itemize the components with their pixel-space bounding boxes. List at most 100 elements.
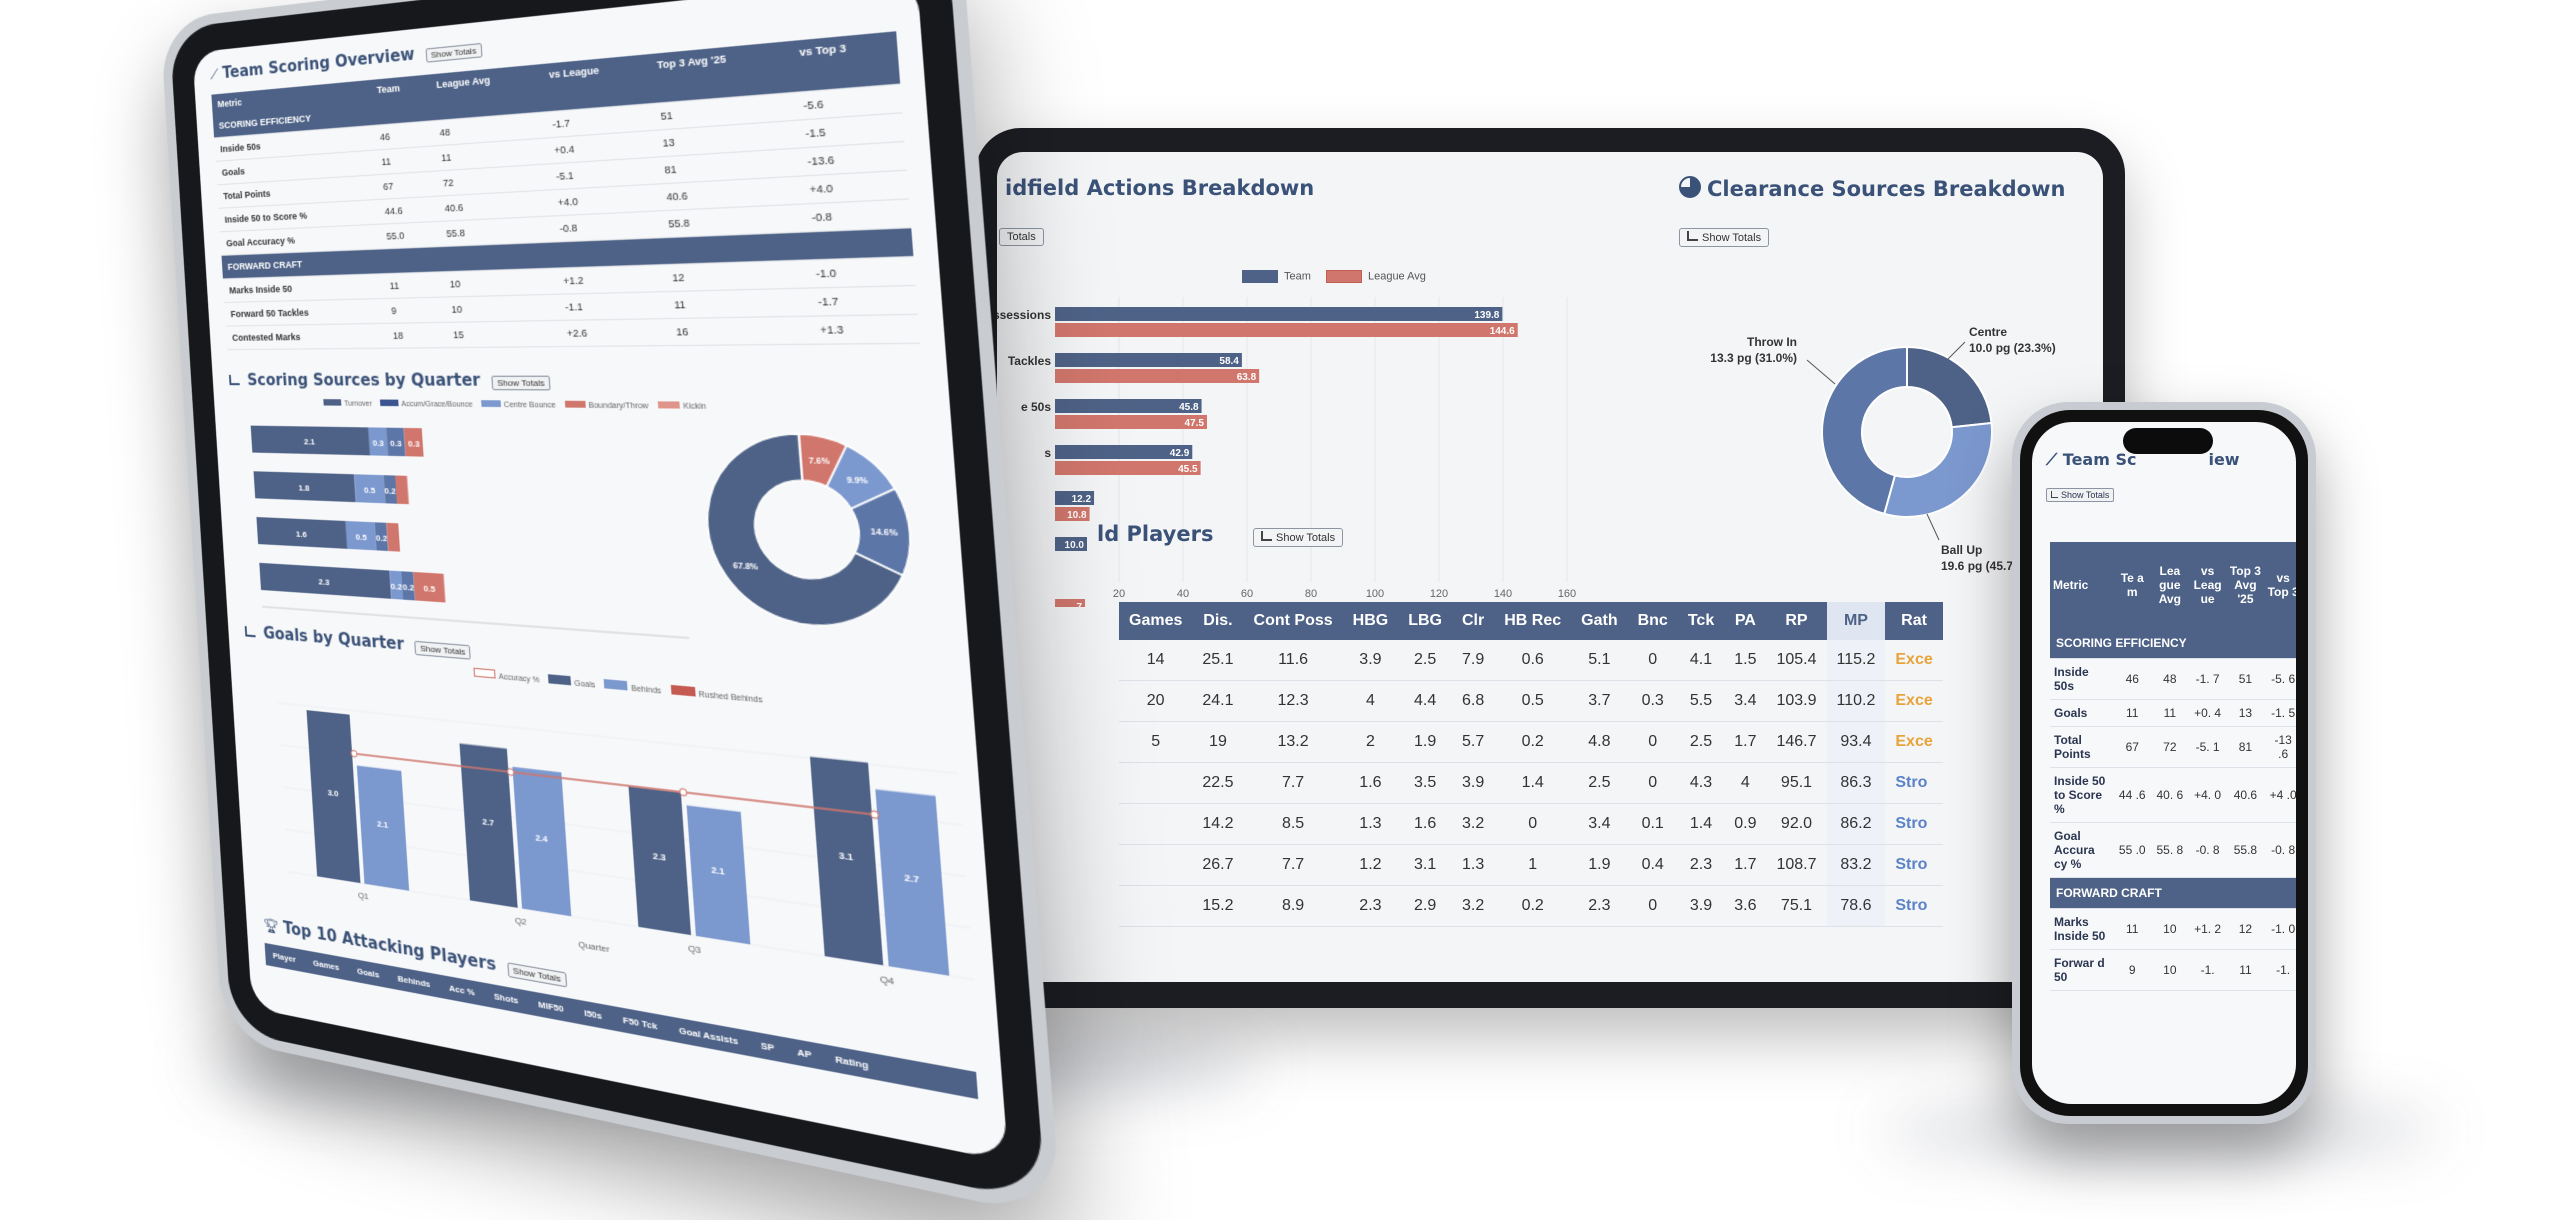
table-row[interactable]: 26.7 7.7 1.2 3.1 1.3 1 1.9 0.4 2.3 1.7 108.7 83.2 St… xyxy=(1119,845,1943,886)
tablet-content: ⟋ Team Scoring Overview Show Totals Metr… xyxy=(192,0,1005,1122)
pie-label-value: 13.3 pg (31.0%) xyxy=(1710,351,1797,365)
tablet-top10-show-totals-button[interactable]: Show Totals xyxy=(507,962,567,987)
table-cell: 1.6 xyxy=(1343,763,1399,804)
table-cell: 12 xyxy=(664,260,809,292)
table-cell: 55 .0 xyxy=(2114,823,2151,878)
table-cell: 9 xyxy=(384,297,446,323)
table-cell: +4. 0 xyxy=(2189,768,2227,823)
column-header[interactable]: vs Top 3 xyxy=(2264,542,2296,628)
show-totals-label: Show Totals xyxy=(2061,490,2109,500)
column-header[interactable]: Goals xyxy=(357,966,380,980)
tablet-scoring-title: Team Scoring Overview xyxy=(222,44,415,82)
table-cell: 146.7 xyxy=(1766,722,1826,763)
legend-swatch xyxy=(481,400,501,407)
table-cell: 4.3 xyxy=(1678,763,1724,804)
segment-label: 0.2 xyxy=(384,486,396,497)
tablet-scoring-table: Metric Team League Avg vs League Top 3 Avg '… xyxy=(211,31,920,350)
phone-show-totals-button[interactable]: Show Totals xyxy=(2046,488,2114,502)
column-header[interactable]: MIF50 xyxy=(538,999,564,1014)
table-cell: 1.3 xyxy=(1452,845,1494,886)
clearance-show-totals-button[interactable]: Show Totals xyxy=(1679,228,1769,247)
column-header[interactable]: F50 Tck xyxy=(623,1015,658,1032)
x-tick-label: 120 xyxy=(1430,588,1448,600)
table-cell: Forwar d 50 xyxy=(2050,950,2114,991)
table-row[interactable]: 15.2 8.9 2.3 2.9 3.2 0.2 2.3 0 3.9 3.6 75.1 78.6 Str… xyxy=(1119,886,1943,927)
column-header[interactable]: SP xyxy=(760,1040,774,1054)
table-cell: 2.9 xyxy=(1398,886,1452,927)
table-cell: +1.2 xyxy=(556,265,666,295)
column-header[interactable]: Behinds xyxy=(397,973,430,989)
column-header[interactable]: Acc % xyxy=(449,983,475,998)
players-show-totals-button[interactable]: Show Totals xyxy=(1253,528,1343,547)
column-header[interactable]: vs Leag ue xyxy=(2189,542,2227,628)
table-cell: 44.6 xyxy=(378,196,439,224)
table-row: Goal Accura cy % 55 .0 55. 8 -0. 8 55.8 -0. 8 xyxy=(2050,823,2296,878)
table-row[interactable]: 20 24.1 12.3 4 4.4 6.8 0.5 3.7 0.3 5.5 3.4 103.9 110… xyxy=(1119,681,1943,722)
line-chart-icon: ⟋ xyxy=(210,66,219,82)
table-cell: 0.1 xyxy=(1628,804,1678,845)
slice-label: 67.8% xyxy=(733,561,759,571)
x-tick-label: Q3 xyxy=(688,942,702,956)
tablet-show-totals-button[interactable]: Show Totals xyxy=(425,43,482,63)
tablet-sources-show-totals-button[interactable]: Show Totals xyxy=(491,376,550,391)
table-cell: 8.9 xyxy=(1244,886,1343,927)
legend-league-swatch xyxy=(1326,270,1362,283)
table-cell: -0. 8 xyxy=(2264,823,2296,878)
column-header[interactable]: HBG xyxy=(1343,602,1399,640)
column-header[interactable]: Rat xyxy=(1885,602,1942,640)
table-cell: 13.2 xyxy=(1244,722,1343,763)
column-header[interactable]: PA xyxy=(1724,602,1766,640)
table-cell: -1. 7 xyxy=(2189,659,2227,700)
table-cell: -1.7 xyxy=(809,285,918,316)
table-cell: Total Points xyxy=(2050,727,2114,768)
column-header[interactable]: Metric xyxy=(2050,542,2114,628)
column-header[interactable]: Clr xyxy=(1452,602,1494,640)
table-cell: Stro xyxy=(1885,804,1942,845)
column-header[interactable]: Player xyxy=(273,951,296,965)
legend-swatch xyxy=(323,399,341,406)
table-row[interactable]: 5 19 13.2 2 1.9 5.7 0.2 4.8 0 2.5 1.7 146.7 93.4 Exce xyxy=(1119,722,1943,763)
legend-label: Kickin xyxy=(683,403,706,411)
table-cell: 3.7 xyxy=(1571,681,1627,722)
column-header[interactable]: MP xyxy=(1827,602,1886,640)
table-cell: 1.4 xyxy=(1494,763,1571,804)
segment-label: 0.2 xyxy=(402,582,414,593)
table-cell: 86.3 xyxy=(1827,763,1886,804)
table-cell: 75.1 xyxy=(1766,886,1826,927)
table-row[interactable]: 22.5 7.7 1.6 3.5 3.9 1.4 2.5 0 4.3 4 95.1 86.3 Stro xyxy=(1119,763,1943,804)
column-header[interactable]: LBG xyxy=(1398,602,1452,640)
table-row[interactable]: 14.2 8.5 1.3 1.6 3.2 0 3.4 0.1 1.4 0.9 92.0 86.2 Str… xyxy=(1119,804,1943,845)
segment-label: 2.3 xyxy=(318,576,330,587)
segment-label: 0.5 xyxy=(355,532,367,543)
table-cell: 11 xyxy=(2114,909,2151,950)
column-header[interactable]: Top 3 Avg '25 xyxy=(2227,542,2265,628)
table-row: Inside 50s 46 48 -1. 7 51 -5. 6 xyxy=(2050,659,2296,700)
table-cell: 1.5 xyxy=(1724,640,1766,681)
column-header[interactable]: Gath xyxy=(1571,602,1627,640)
column-header[interactable]: Rating xyxy=(835,1054,869,1071)
table-cell: -5. 1 xyxy=(2189,727,2227,768)
column-header[interactable]: Bnc xyxy=(1628,602,1678,640)
column-header[interactable]: Lea gue Avg xyxy=(2151,542,2189,628)
column-header[interactable]: Shots xyxy=(494,991,519,1006)
column-header[interactable]: Goal Assists xyxy=(679,1025,739,1047)
column-header[interactable]: Tck xyxy=(1678,602,1724,640)
tablet-bezel: ⟋ Team Scoring Overview Show Totals Metr… xyxy=(169,0,1046,1203)
column-header[interactable]: RP xyxy=(1766,602,1826,640)
tablet-sources-donut: 7.6%9.9%14.6%67.8% xyxy=(674,418,945,662)
column-header[interactable]: Games xyxy=(313,958,340,972)
table-cell: 10 xyxy=(2151,909,2189,950)
x-tick-label: Q2 xyxy=(515,915,527,928)
column-header[interactable]: I50s xyxy=(584,1008,603,1022)
table-cell: -1.1 xyxy=(557,292,667,321)
column-header[interactable]: Te a m xyxy=(2114,542,2151,628)
column-header[interactable]: Cont Poss xyxy=(1244,602,1343,640)
phone-title: Team Sc xyxy=(2063,450,2137,469)
tablet-goals-show-totals-button[interactable]: Show Totals xyxy=(415,641,472,660)
column-header[interactable]: AP xyxy=(797,1047,812,1061)
tablet-goals-title: Goals by Quarter xyxy=(263,623,405,654)
table-row[interactable]: 14 25.1 11.6 3.9 2.5 7.9 0.6 5.1 0 4.1 1.5 105.4 115… xyxy=(1119,640,1943,681)
bar-value-label: 2.7 xyxy=(904,871,920,885)
column-header[interactable]: HB Rec xyxy=(1494,602,1571,640)
segment-label: 1.8 xyxy=(298,483,309,493)
